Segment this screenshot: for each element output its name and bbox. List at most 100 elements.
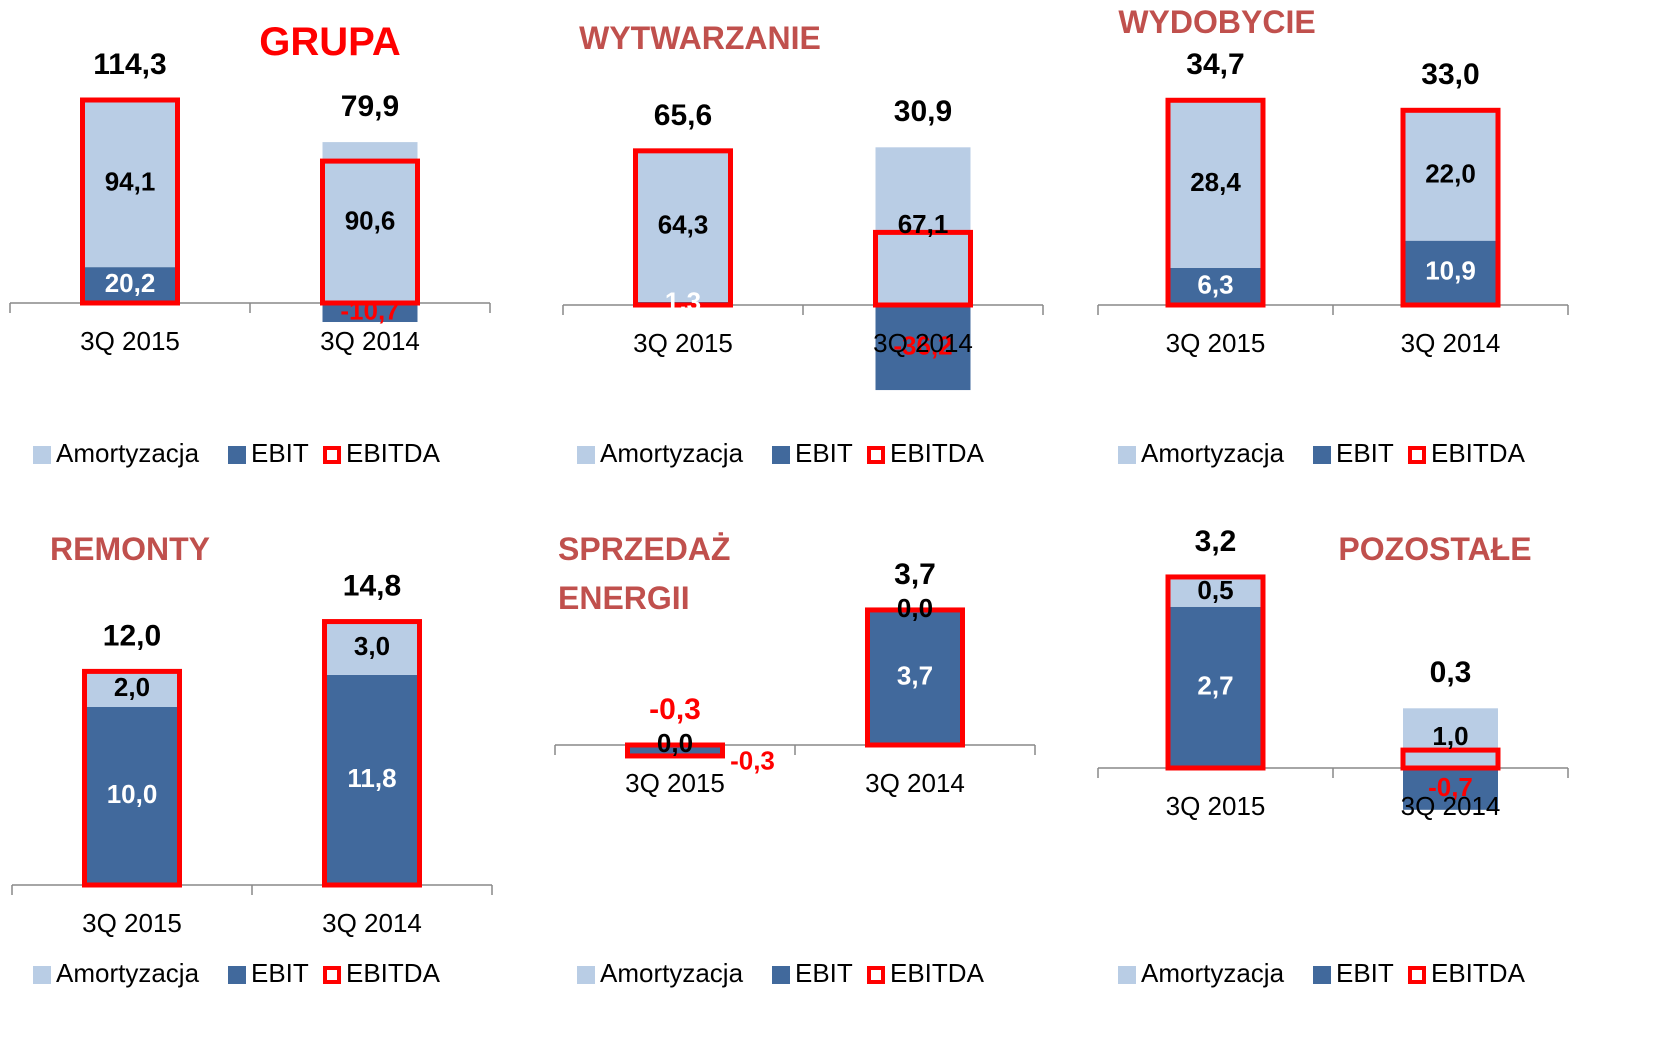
total-label: 0,3	[1430, 656, 1472, 689]
bar-amortyzacja	[324, 621, 420, 675]
bar-amortyzacja	[84, 671, 180, 707]
bar-ebitda	[873, 229, 973, 308]
bar-amortyzacja	[875, 147, 971, 305]
x-tick-label: 3Q 2014	[873, 328, 973, 358]
bar-amortyzacja	[1403, 110, 1498, 241]
bar-ebitda	[320, 158, 420, 306]
total-label: 33,0	[1421, 58, 1479, 91]
bar-ebit	[84, 707, 180, 885]
bar-ebit	[324, 674, 420, 885]
total-label: 3,7	[894, 558, 936, 591]
value-label: 0,0	[897, 593, 933, 623]
x-tick-label: 3Q 2015	[625, 768, 725, 798]
value-label: 11,8	[347, 763, 396, 793]
legend-label: EBITDA	[890, 958, 985, 988]
chart-title: WYTWARZANIE	[579, 20, 821, 56]
value-label: 10,0	[107, 779, 158, 809]
legend-label: EBIT	[1336, 958, 1394, 988]
value-label: 20,2	[105, 268, 156, 298]
x-tick-label: 3Q 2014	[320, 326, 420, 356]
legend-swatch	[228, 446, 246, 464]
total-label: 79,9	[341, 90, 399, 123]
value-label: 0,0	[657, 728, 693, 758]
legend-swatch	[228, 966, 246, 984]
bar-ebit	[875, 305, 971, 391]
bar-ebitda	[1400, 747, 1501, 771]
bar-amortyzacja	[1168, 100, 1263, 268]
bar-amortyzacja	[1403, 708, 1498, 768]
bar-ebit	[867, 609, 963, 745]
legend-swatch	[1313, 966, 1331, 984]
bar-ebit	[82, 267, 178, 303]
bar-ebitda	[1400, 107, 1501, 308]
legend-label: EBIT	[251, 438, 309, 468]
value-label: 1,3	[665, 286, 701, 316]
legend-label: EBITDA	[346, 958, 441, 988]
legend-label: EBIT	[795, 958, 853, 988]
chart-title: GRUPA	[259, 20, 401, 64]
bar-ebit	[627, 745, 723, 756]
total-label: 30,9	[894, 95, 952, 128]
value-label: 6,3	[1197, 269, 1233, 299]
total-label: 12,0	[103, 619, 161, 652]
bar-ebitda	[633, 148, 733, 308]
bar-amortyzacja	[635, 150, 731, 302]
legend-label: Amortyzacja	[600, 958, 744, 988]
value-label: 67,1	[898, 209, 949, 239]
legend-label: Amortyzacja	[1141, 958, 1285, 988]
value-label: 90,6	[345, 205, 396, 235]
legend-swatch	[772, 446, 790, 464]
x-tick-label: 3Q 2015	[80, 326, 180, 356]
x-tick-label: 3Q 2015	[82, 908, 182, 938]
chart-title: REMONTY	[50, 531, 210, 567]
x-tick-label: 3Q 2014	[322, 908, 422, 938]
chart-title: POZOSTAŁE	[1338, 531, 1532, 567]
bar-ebit	[322, 303, 418, 323]
legend-swatch	[323, 446, 341, 464]
legend-label: EBITDA	[1431, 958, 1526, 988]
legend-label: Amortyzacja	[1141, 438, 1285, 468]
value-label: 64,3	[658, 209, 709, 239]
legend-swatch	[1408, 966, 1426, 984]
legend-label: EBIT	[795, 438, 853, 468]
bar-ebitda	[80, 97, 180, 306]
legend-label: EBITDA	[1431, 438, 1526, 468]
total-label: 65,6	[654, 99, 712, 132]
total-label: 14,8	[343, 569, 401, 602]
x-tick-label: 3Q 2014	[865, 768, 965, 798]
value-label: 10,9	[1425, 256, 1476, 286]
value-label: 2,7	[1197, 670, 1233, 700]
value-label: 22,0	[1425, 159, 1476, 189]
value-label: 94,1	[105, 166, 156, 196]
legend-swatch	[772, 966, 790, 984]
legend-label: EBITDA	[346, 438, 441, 468]
x-tick-label: 3Q 2014	[1401, 791, 1501, 821]
bar-ebitda	[865, 607, 965, 748]
legend-label: Amortyzacja	[56, 438, 200, 468]
x-tick-label: 3Q 2015	[1166, 791, 1266, 821]
total-label: 34,7	[1186, 48, 1244, 81]
value-label: -0,3	[730, 745, 775, 775]
total-label: 3,2	[1195, 525, 1237, 558]
legend-swatch	[33, 446, 51, 464]
bar-ebitda	[82, 668, 182, 888]
value-label: -10,7	[340, 295, 399, 325]
bar-ebit	[1168, 267, 1263, 305]
legend-swatch	[1118, 966, 1136, 984]
legend-swatch	[867, 966, 885, 984]
x-tick-label: 3Q 2014	[1401, 328, 1501, 358]
total-label: -0,3	[649, 693, 701, 726]
legend-swatch	[577, 446, 595, 464]
value-label: 28,4	[1190, 167, 1241, 197]
value-label: 1,0	[1432, 721, 1468, 751]
value-label: -36,2	[893, 330, 952, 360]
bar-amortyzacja	[1168, 576, 1263, 607]
bar-ebit	[1403, 240, 1498, 305]
bar-ebit	[1168, 606, 1263, 768]
bar-ebit	[1403, 768, 1498, 810]
x-tick-label: 3Q 2015	[1166, 328, 1266, 358]
legend-label: EBIT	[1336, 438, 1394, 468]
legend-label: EBIT	[251, 958, 309, 988]
bar-amortyzacja	[82, 100, 178, 268]
